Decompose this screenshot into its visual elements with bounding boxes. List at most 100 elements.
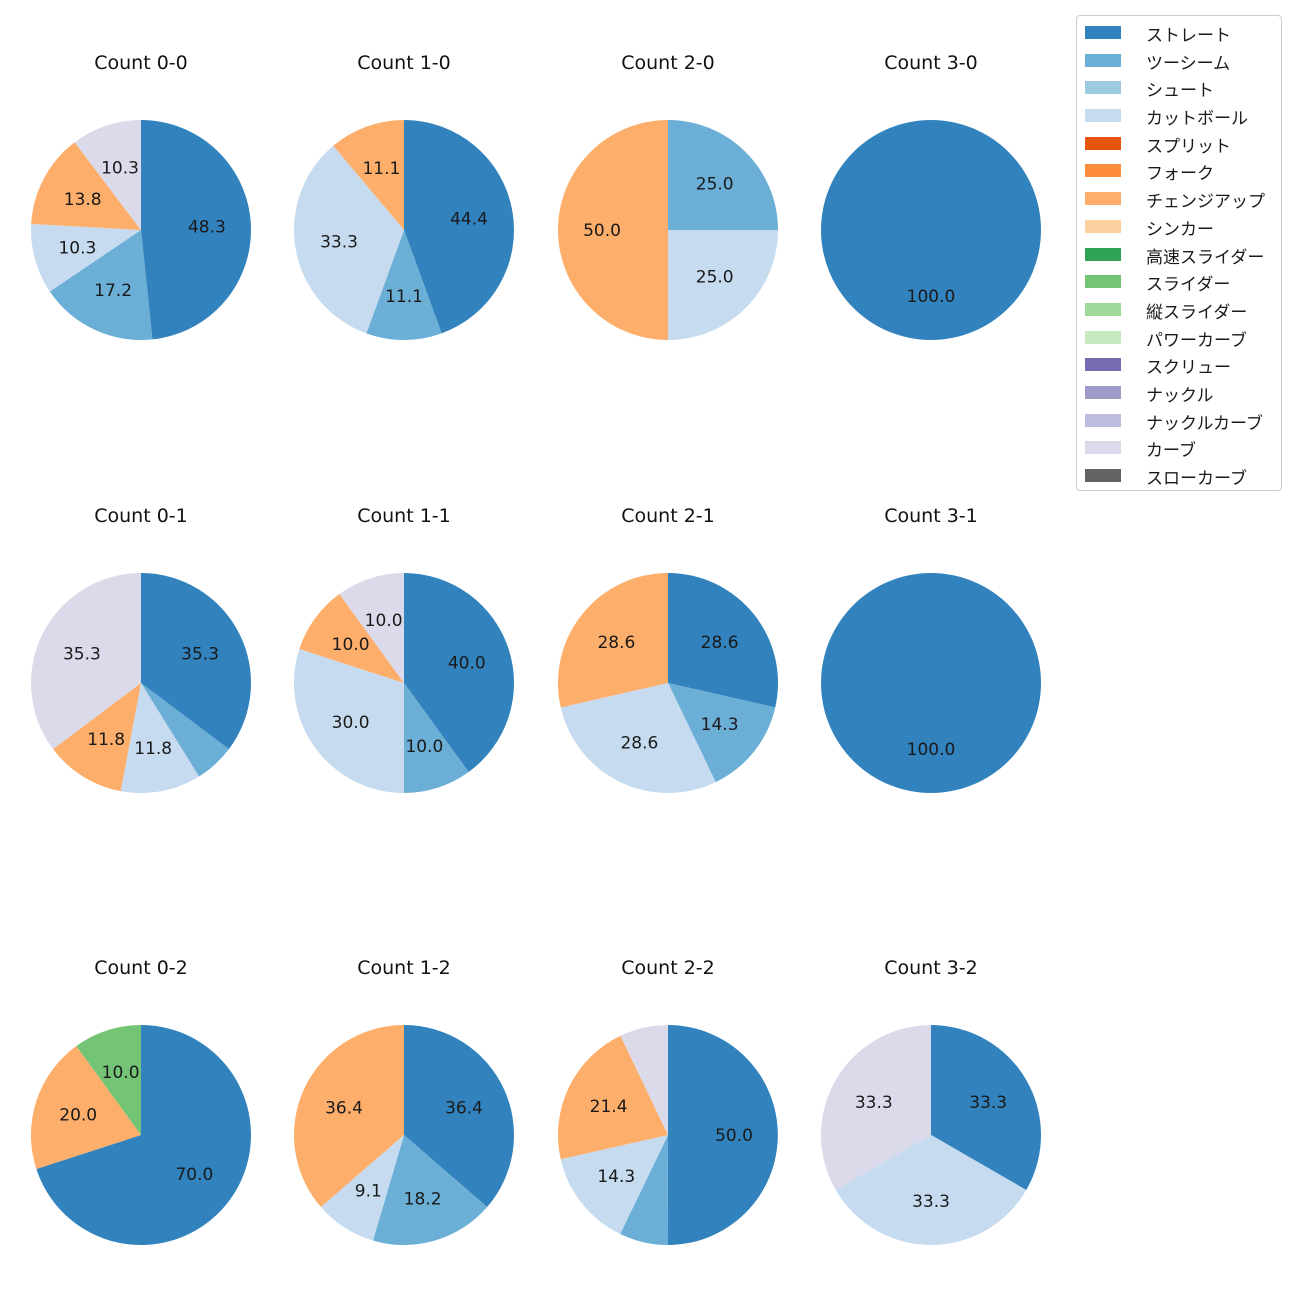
pie-data-label: 30.0 [332,713,370,733]
legend-item: シュート [1083,73,1281,101]
pie-slice-1 [821,573,1041,793]
legend-label: スローカーブ [1146,469,1247,489]
pie-data-label: 17.2 [94,281,132,301]
legend-label: チェンジアップ [1146,192,1265,213]
pie-slice-7 [333,120,404,230]
legend-swatch [1085,219,1121,233]
pie-slice-7 [558,573,668,708]
legend-label: スクリュー [1146,358,1231,379]
legend-item: ストレート [1083,18,1281,46]
pie-data-label: 35.3 [181,645,219,665]
legend-label: ツーシーム [1146,53,1231,74]
legend-swatch [1085,330,1121,344]
pie-slice-1 [404,573,515,772]
pie-12: Count 3-2 33.3 33.3 33.3 [821,957,1041,1245]
pie-slice-16 [821,1025,931,1190]
legend-swatch [1085,109,1121,123]
pie-data-label: 33.3 [320,233,358,253]
pie-6: Count 1-1 40.0 10.0 30.0 10.0 10.0 [293,505,515,793]
legend-item: ツーシーム [1083,46,1281,74]
pie-slice-4 [293,145,404,334]
pie-title: Count 3-0 [884,52,978,74]
pie-slice-10 [76,1025,141,1135]
pie-9: Count 0-2 70.0 20.0 10.0 [30,957,251,1245]
pie-slice-1 [821,120,1041,340]
legend-label: パワーカーブ [1146,330,1247,351]
pie-data-label: 70.0 [175,1165,213,1185]
pie-slice-4 [668,230,778,340]
pie-title: Count 2-2 [621,957,715,979]
pie-10: Count 1-2 36.4 18.2 9.1 36.4 [294,957,514,1245]
legend-label: ストレート [1146,26,1231,46]
legend-label: カーブ [1146,441,1196,462]
pie-title: Count 3-2 [884,957,978,979]
pie-slice-7 [294,1025,404,1208]
pie-title: Count 0-2 [94,957,188,979]
pie-slice-16 [620,1025,668,1135]
pie-data-label: 100.0 [907,740,956,760]
legend-swatch [1085,275,1121,289]
pie-data-label: 40.0 [448,654,486,674]
pie-data-label: 14.3 [701,715,739,735]
pie-data-label: 33.3 [969,1093,1007,1113]
pie-slice-1 [404,1025,514,1208]
legend-item: ナックル [1083,378,1281,406]
pie-slice-2 [668,120,778,230]
legend-label: フォーク [1146,164,1214,185]
pie-title: Count 1-0 [357,52,451,74]
legend-item: スプリット [1083,129,1281,157]
legend-swatch [1085,385,1121,399]
pie-slice-2 [668,683,776,783]
pie-slice-7 [299,594,404,683]
pie-data-label: 50.0 [715,1126,753,1146]
pie-slice-1 [36,1025,251,1245]
legend-swatch [1085,136,1121,150]
pie-slice-1 [667,1025,778,1246]
pie-slice-2 [620,1135,668,1245]
pie-data-label: 11.1 [362,159,400,179]
pie-data-label: 10.0 [405,737,443,757]
pie-data-label: 11.8 [134,739,172,759]
legend-item: スクリュー [1083,350,1281,378]
chart-legend: ストレートツーシームシュートカットボール スプリットフォークチェンジアップ シンカー… [1076,15,1282,491]
legend-label: シュート [1146,81,1214,102]
pie-slice-2 [404,683,469,793]
legend-item: 高速スライダー [1083,240,1281,268]
pie-slice-2 [373,1135,488,1245]
pie-slice-7 [31,142,142,230]
pie-data-label: 25.0 [696,174,734,194]
pie-slice-2 [141,683,229,777]
legend-swatch [1085,441,1121,455]
pie-slice-4 [120,683,200,793]
pie-title: Count 0-1 [94,505,188,527]
pie-slice-16 [339,573,404,683]
legend-swatch [1085,469,1121,482]
legend-item: カットボール [1083,101,1281,129]
pie-data-label: 11.1 [385,287,423,307]
legend-label: 縦スライダー [1146,302,1248,323]
pie-data-label: 33.3 [912,1192,950,1212]
pie-data-label: 10.0 [365,611,403,631]
legend-label: 高速スライダー [1146,247,1265,268]
pie-data-label: 18.2 [404,1189,442,1209]
pie-data-label: 48.3 [188,218,226,238]
legend-label: スプリット [1146,136,1231,157]
pie-data-label: 28.6 [701,633,739,653]
pie-11: Count 2-2 50.0 14.3 21.4 [557,957,778,1246]
pie-title: Count 3-1 [884,505,978,527]
legend-item: カーブ [1083,433,1281,461]
pie-slice-4 [293,649,404,793]
pie-data-label: 10.0 [102,1063,140,1083]
legend-label: ナックル [1146,385,1214,406]
legend-swatch [1085,192,1121,206]
legend-label: スライダー [1146,275,1231,296]
legend-item: シンカー [1083,212,1281,240]
legend-item: パワーカーブ [1083,323,1281,351]
legend-label: シンカー [1146,219,1214,240]
pie-title: Count 2-1 [621,505,715,527]
pie-data-label: 20.0 [59,1106,97,1126]
legend-label: カットボール [1146,109,1248,130]
pie-data-label: 10.0 [332,635,370,655]
pie-slice-1 [668,573,778,708]
